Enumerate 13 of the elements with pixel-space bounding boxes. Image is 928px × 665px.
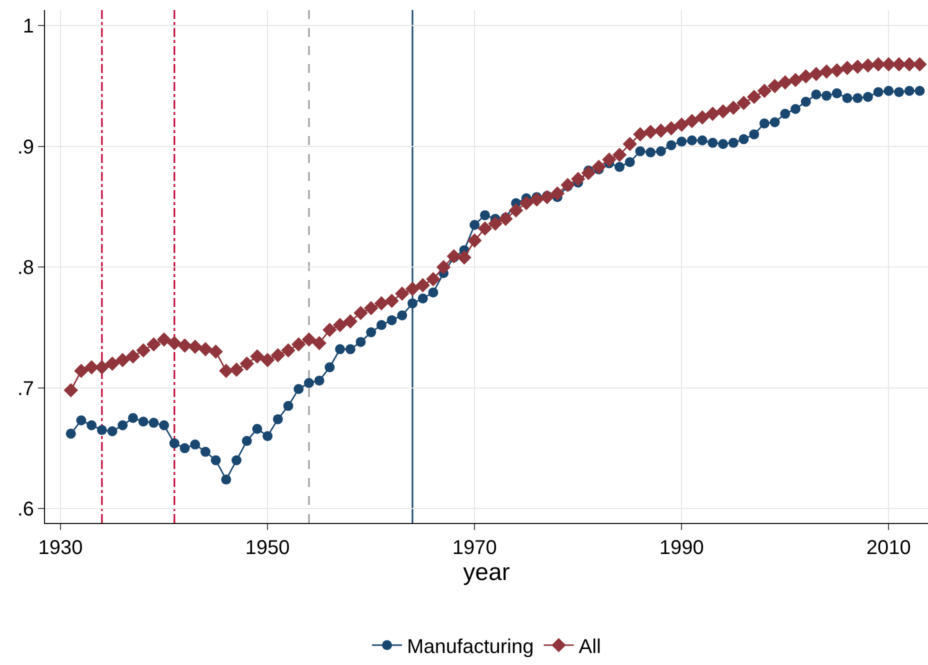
x-tick-label: 1990	[659, 537, 704, 559]
y-tick-label: .7	[17, 378, 34, 400]
y-tick-label: .9	[17, 136, 34, 158]
y-tick-label: .8	[17, 257, 34, 280]
x-tick-label: 1930	[38, 537, 83, 559]
y-tick-label: 1	[22, 16, 34, 38]
legend-label: All	[578, 636, 601, 658]
x-tick-label: 2010	[866, 537, 911, 559]
x-axis-title: year	[463, 559, 510, 586]
x-tick-label: 1950	[245, 537, 290, 559]
y-tick-label: .6	[17, 498, 34, 521]
x-tick-label: 1970	[452, 537, 497, 559]
legend-label: Manufacturing	[407, 636, 534, 658]
